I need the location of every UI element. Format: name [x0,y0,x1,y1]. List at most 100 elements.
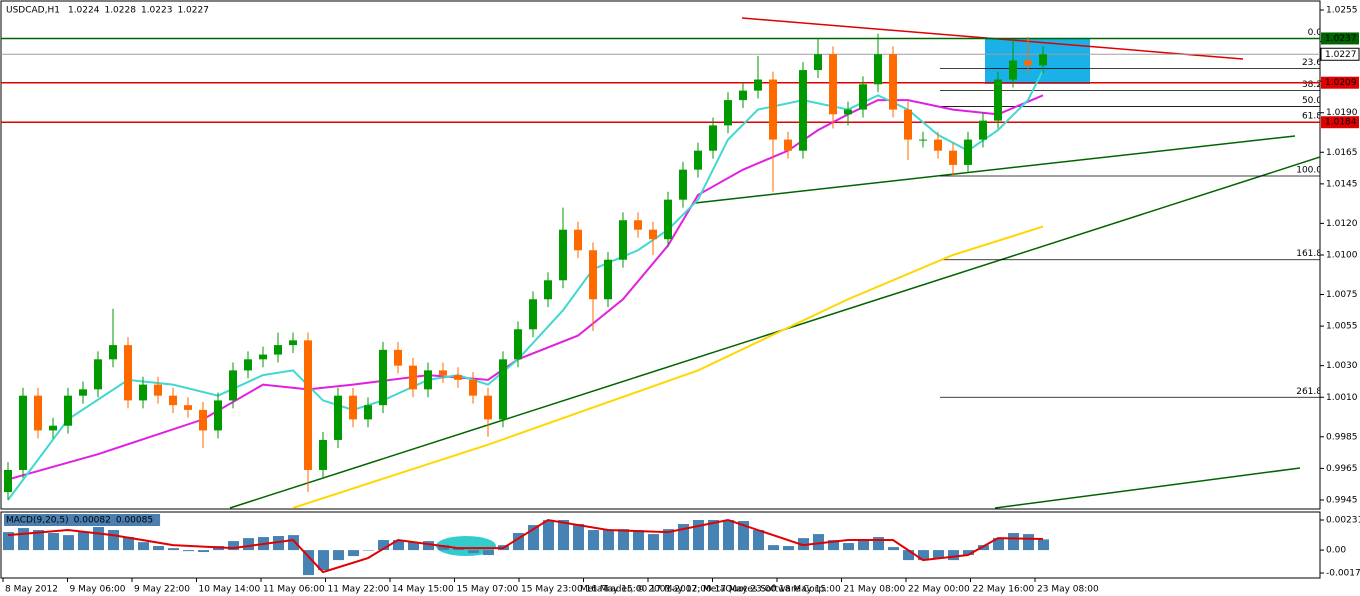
candle-body [1039,54,1047,66]
macd-bar [783,546,794,551]
macd-bar [753,530,764,551]
candle-body [754,79,762,91]
macd-header-value: 0.00082 [74,516,111,526]
macd-bar [588,530,599,551]
candle-body [994,79,1002,121]
candle-body [34,395,42,431]
macd-bar [153,546,164,551]
level-label-bg [1321,116,1359,129]
x-tick-label: 11 May 22:00 [328,585,390,595]
macd-bar [1038,539,1049,551]
y-tick-label: 0.00 [1326,546,1346,556]
macd-panel [0,511,1321,579]
candle-body [769,79,777,140]
macd-bar [558,520,569,551]
macd-bar [528,525,539,551]
macd-bar [303,550,314,576]
candle-body [199,409,207,431]
candle-body [859,84,867,110]
header-value: 1.0224 [68,6,100,16]
candle-body [109,345,117,360]
macd-label: MACD(9,20,5) [6,516,69,526]
level-label-bg [1321,76,1359,89]
y-tick-label: 0.9965 [1326,464,1358,474]
candle-body [439,370,447,376]
y-tick-label: 0.9945 [1326,496,1358,506]
macd-bar [273,536,284,551]
macd-bar [393,540,404,551]
candle-body [844,109,852,115]
y-tick-label: 1.0100 [1326,251,1358,261]
fibo-label: 0.0 [1308,28,1323,38]
x-tick-label: 16 May 15:00 [586,585,648,595]
macd-bar [183,550,194,552]
macd-bar [693,520,704,551]
y-tick-label: 1.0030 [1326,361,1358,371]
level-label-bg [1321,32,1359,45]
x-tick-label: 11 May 06:00 [263,585,325,595]
macd-bar [918,550,929,561]
macd-bar [423,541,434,551]
macd-bar [198,550,209,553]
candle-body [739,90,747,101]
y-tick-label: 1.0190 [1326,108,1358,118]
macd-bar [438,545,449,551]
candle-body [259,354,267,360]
fibo-label: 261.8 [1296,387,1322,397]
candle-body [514,329,522,360]
y-tick-label: 1.0010 [1326,393,1358,403]
macd-bar [648,534,659,551]
candle-body [979,120,987,140]
macd-bar [243,538,254,551]
macd-bar [978,545,989,551]
signal-line [7,518,1044,574]
macd-bar [288,535,299,551]
candle-body [904,109,912,140]
candle-body [154,384,162,396]
macd-bar [33,530,44,551]
y-tick-label: 1.0075 [1326,290,1358,300]
drawn-objects [229,17,1320,509]
macd-bar [858,540,869,551]
candle-body [679,169,687,200]
candle-body [664,199,672,240]
macd-bar [363,550,374,551]
macd-bar [348,550,359,557]
macd-bar [813,534,824,551]
candle-body [889,54,897,110]
candle-body [469,379,477,396]
candle-body [289,340,297,346]
candle-body [334,395,342,440]
macd-bar [408,542,419,551]
macd-bar [318,550,329,571]
candle-body [214,400,222,431]
y-tick-label: 1.0145 [1326,179,1358,189]
level-label: 1.0227 [1325,50,1357,60]
macd-bar [828,540,839,551]
candle-body [364,405,372,420]
macd-bar [633,530,644,551]
candle-body [94,359,102,390]
candle-body [619,220,627,260]
macd-bar [603,530,614,551]
macd-bar [333,550,344,561]
macd-bar [228,541,239,551]
moving-average [7,69,1044,501]
macd-layer [3,518,1049,576]
macd-bar [543,520,554,551]
copyright: MetaTrader, © 2001-2012, MetaQuotes Soft… [580,585,827,595]
trend-line [694,135,1296,204]
macd-bar [513,533,524,551]
x-tick-label: 21 May 08:00 [844,585,906,595]
level-label-bg [1320,47,1360,61]
macd-bar [483,550,494,556]
macd-label-bg [4,514,161,526]
symbol: USDCAD,H1 [6,6,60,16]
x-tick-label: 17 May 23:00 [715,585,777,595]
candle-body [1024,60,1032,66]
macd-highlight [436,536,496,556]
moving-average [292,225,1044,509]
level-label: 1.0209 [1325,78,1357,88]
macd-bar [738,521,749,551]
candle-body [709,125,717,151]
